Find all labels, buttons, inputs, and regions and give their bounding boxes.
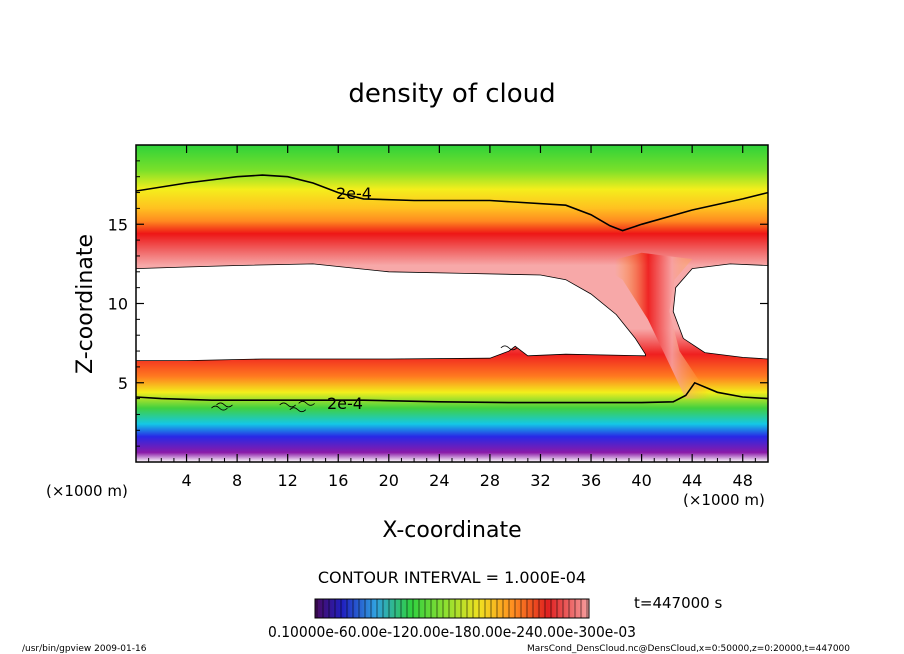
footer-right: MarsCond_DensCloud.nc@DensCloud,x=0:5000… xyxy=(527,644,850,654)
clear-region-left xyxy=(136,263,646,361)
contour-speckle xyxy=(289,407,307,413)
contour-noise xyxy=(211,345,518,413)
x-tick-label: 48 xyxy=(733,471,753,490)
contour-label-lower: 2e-4 xyxy=(327,394,363,413)
y-axis: 5 10 15 xyxy=(108,160,768,447)
contour-speckle xyxy=(500,345,518,351)
contour-label-upper: 2e-4 xyxy=(336,184,372,203)
x-unit-right: (×1000 m) xyxy=(683,491,765,509)
x-tick-label: 16 xyxy=(328,471,348,490)
footer-left: /usr/bin/gpview 2009-01-16 xyxy=(22,644,147,654)
density-plume xyxy=(597,252,712,399)
y-tick-label: 10 xyxy=(108,295,128,314)
contour-line-upper xyxy=(136,174,768,232)
colorbar-frame xyxy=(314,598,590,619)
contour-line-lower xyxy=(136,381,768,404)
x-tick-label: 36 xyxy=(581,471,601,490)
colorbar xyxy=(314,598,590,619)
contour-speckle xyxy=(279,402,296,408)
x-tick-label: 24 xyxy=(429,471,449,490)
x-axis: 4 8 12 16 20 24 28 32 36 40 44 48 xyxy=(148,145,756,490)
x-tick-label: 12 xyxy=(278,471,298,490)
contour-speckle xyxy=(298,400,315,406)
x-tick-label: 8 xyxy=(232,471,242,490)
x-tick-label: 4 xyxy=(181,471,191,490)
clear-region-right xyxy=(672,263,768,360)
x-tick-label: 28 xyxy=(480,471,500,490)
chart-title: density of cloud xyxy=(348,79,555,109)
contour-interval: CONTOUR INTERVAL = 1.000E-04 xyxy=(318,568,586,587)
colorbar-stripes xyxy=(315,599,589,618)
y-axis-label: Z-coordinate xyxy=(73,234,98,374)
colorbar-labels: 0.10000e-60.00e-120.00e-180.00e-240.00e-… xyxy=(268,623,636,641)
x-unit-left: (×1000 m) xyxy=(46,482,128,500)
contour-speckle xyxy=(211,405,228,411)
plot-area: 2e-4 2e-4 xyxy=(136,145,768,462)
contour-speckle xyxy=(216,402,233,408)
x-tick-label: 32 xyxy=(530,471,550,490)
x-tick-label: 40 xyxy=(631,471,651,490)
x-axis-label: X-coordinate xyxy=(382,518,521,543)
time-label: t=447000 s xyxy=(634,594,722,612)
y-tick-label: 5 xyxy=(118,374,128,393)
x-tick-label: 20 xyxy=(379,471,399,490)
y-tick-label: 15 xyxy=(108,215,128,234)
x-tick-label: 44 xyxy=(682,471,702,490)
